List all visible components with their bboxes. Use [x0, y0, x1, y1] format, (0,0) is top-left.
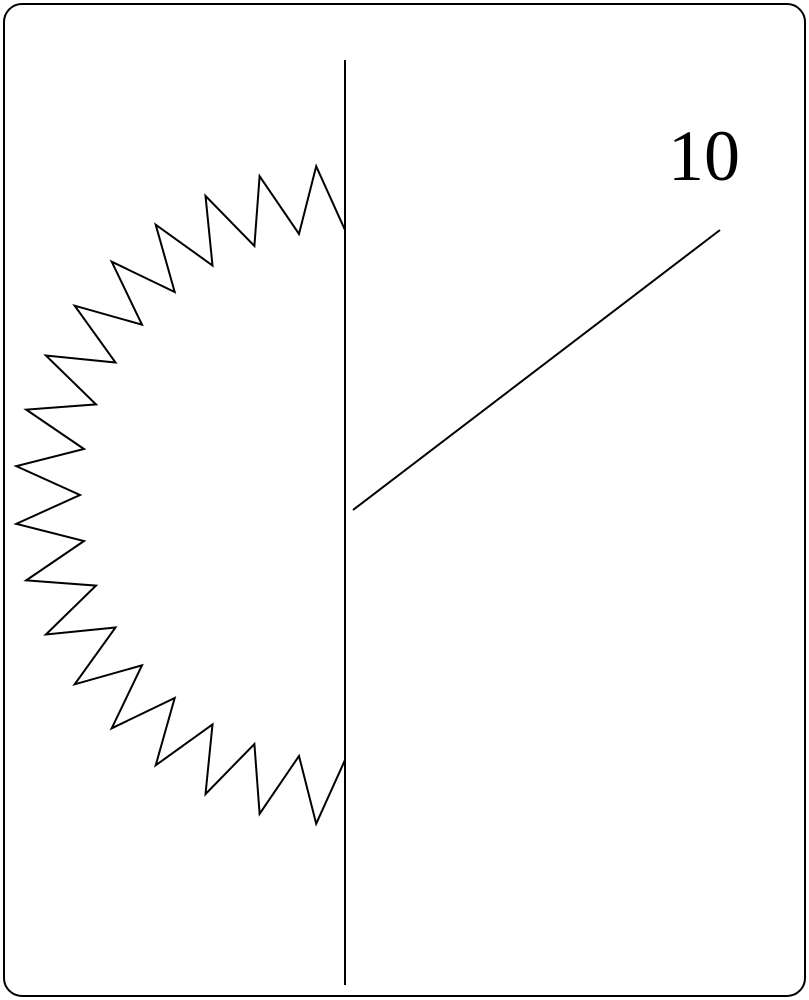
half-gear-outline — [16, 60, 345, 985]
figure-canvas: 10 — [0, 0, 809, 1000]
leader-line-10 — [353, 230, 720, 510]
part-label-10: 10 — [668, 120, 740, 192]
